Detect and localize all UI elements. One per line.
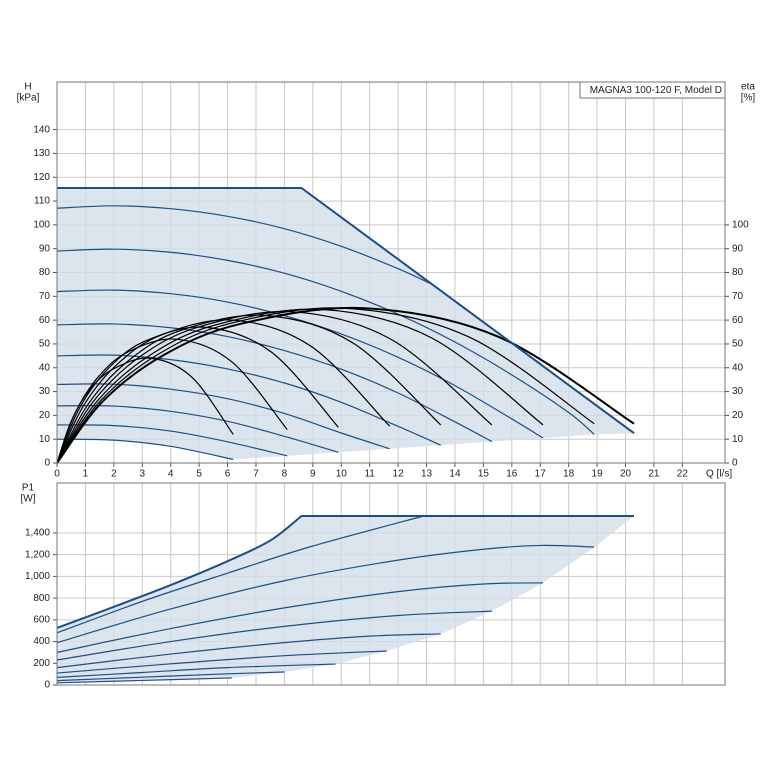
y-tick-label: 200	[33, 658, 50, 669]
y-tick-label: 10	[39, 434, 51, 445]
x-tick-label: 3	[139, 469, 145, 480]
y2-tick-label: 30	[732, 386, 744, 397]
x-tick-label: 20	[620, 469, 632, 480]
y-tick-label: 90	[39, 243, 51, 254]
y2-axis-label: eta	[741, 82, 755, 93]
plot-frame	[56, 482, 726, 686]
efficiency-curve	[56, 310, 493, 464]
y2-tick-label: 90	[732, 243, 744, 254]
y-tick-label: 60	[39, 315, 51, 326]
efficiency-curve	[56, 326, 339, 464]
y2-tick-label: 10	[732, 434, 744, 445]
y-tick-label: 50	[39, 339, 51, 350]
pump-curve	[56, 515, 424, 634]
pump-curve	[56, 650, 387, 674]
x-tick-label: 1	[83, 469, 89, 480]
y-tick-label: 400	[33, 636, 50, 647]
y-tick-label: 80	[39, 267, 51, 278]
x-tick-label: 22	[677, 469, 689, 480]
y2-tick-label: 0	[732, 458, 738, 469]
y-tick-label: 1,400	[25, 528, 50, 539]
pump-curve	[56, 354, 441, 446]
y2-tick-label: 80	[732, 267, 744, 278]
pump-curve	[56, 438, 234, 461]
y-tick-label: 110	[34, 196, 50, 207]
efficiency-curve	[56, 314, 442, 464]
y-tick-label: 1,200	[25, 549, 50, 560]
pump-curve	[56, 663, 336, 678]
efficiency-curve	[56, 308, 544, 464]
pump-curve	[56, 205, 433, 285]
y-axis-label: P1	[22, 483, 35, 494]
x-tick-label: 7	[253, 469, 259, 480]
x-tick-label: 8	[282, 469, 288, 480]
y-tick-label: 800	[33, 593, 50, 604]
y2-tick-label: 60	[732, 315, 744, 326]
pump-curve	[56, 248, 595, 435]
title-box	[579, 81, 726, 99]
x-tick-label: 4	[168, 469, 174, 480]
x-tick-label: 10	[336, 469, 348, 480]
y-tick-label: 1,000	[25, 571, 50, 582]
y-tick-label: 120	[33, 172, 50, 183]
efficiency-curve	[56, 338, 288, 464]
x-tick-label: 14	[449, 469, 461, 480]
y-axis-unit: [kPa]	[17, 93, 40, 104]
y-tick-label: 30	[39, 386, 51, 397]
pump-curve	[56, 677, 232, 684]
x-tick-label: 2	[111, 469, 117, 480]
pump-curve	[56, 424, 288, 457]
y-tick-label: 140	[33, 124, 50, 135]
y-tick-label: 100	[33, 220, 50, 231]
x-tick-label: 17	[535, 469, 547, 480]
y-tick-label: 600	[33, 614, 50, 625]
x-tick-label: 0	[54, 469, 60, 480]
y2-tick-label: 70	[732, 291, 744, 302]
operating-area	[57, 516, 635, 683]
pump-curve	[56, 633, 441, 669]
x-tick-label: 5	[196, 469, 202, 480]
y-axis-unit: [W]	[21, 494, 36, 505]
y2-tick-label: 50	[732, 339, 744, 350]
y2-axis-unit: [%]	[741, 93, 756, 104]
x-tick-label: 19	[592, 469, 604, 480]
y2-tick-label: 100	[732, 220, 749, 231]
y-axis-label: H	[24, 82, 31, 93]
x-tick-label: 11	[364, 469, 375, 480]
y-tick-label: 0	[44, 458, 50, 469]
pump-curve	[56, 582, 544, 654]
pump-curve	[56, 323, 493, 443]
x-tick-label: 16	[506, 469, 518, 480]
x-tick-label: 13	[421, 469, 433, 480]
y2-tick-label: 40	[732, 362, 744, 373]
y2-tick-label: 20	[732, 410, 744, 421]
y-tick-label: 130	[33, 148, 50, 159]
x-tick-label: 12	[393, 469, 405, 480]
efficiency-curve	[56, 319, 391, 464]
y-tick-label: 40	[39, 362, 51, 373]
y-tick-label: 70	[39, 291, 51, 302]
max-curve	[56, 515, 635, 629]
efficiency-curve	[56, 307, 595, 464]
max-curve	[57, 186, 635, 435]
chart-title: MAGNA3 100-120 F, Model D	[590, 85, 722, 96]
x-tick-label: 21	[648, 469, 660, 480]
x-tick-label: 9	[310, 469, 316, 480]
x-tick-label: 6	[225, 469, 231, 480]
pump-curve	[56, 671, 285, 682]
x-tick-label: 15	[478, 469, 490, 480]
pump-curve	[56, 610, 492, 661]
x-tick-label: 18	[563, 469, 575, 480]
pump-curve	[56, 544, 595, 644]
x-axis-label: Q [l/s]	[706, 469, 732, 480]
pump-curve	[56, 405, 339, 453]
y-tick-label: 20	[39, 410, 51, 421]
y-tick-label: 0	[44, 680, 50, 691]
